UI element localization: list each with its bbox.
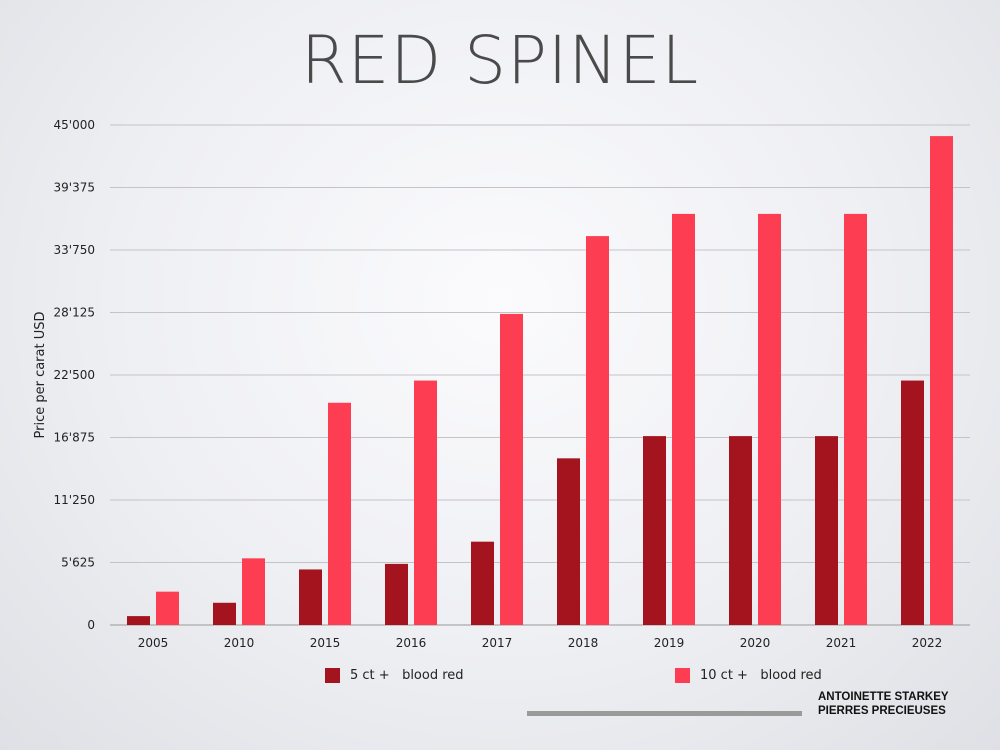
bar-5ct-2021 [815, 436, 838, 625]
y-tick-label: 11'250 [54, 493, 95, 507]
legend-swatch-10ct [675, 668, 690, 683]
y-tick-label: 45'000 [54, 118, 95, 132]
bar-10ct-2010 [242, 558, 265, 625]
x-tick-label: 2015 [310, 636, 341, 650]
bars [127, 136, 953, 625]
legend-label-10ct: 10 ct + blood red [700, 668, 822, 683]
bar-10ct-2020 [758, 213, 781, 625]
bar-5ct-2020 [729, 436, 752, 625]
x-tick-labels: 2005 2010 2015 2016 2017 2018 2019 2020 2021 2022 [138, 636, 943, 650]
y-tick-label: 5'625 [61, 556, 95, 570]
chart-title: RED SPINEL [300, 22, 700, 99]
bar-5ct-2022 [901, 380, 924, 625]
bar-5ct-2017 [471, 541, 494, 625]
bar-10ct-2021 [844, 213, 867, 625]
x-tick-label: 2005 [138, 636, 169, 650]
legend-swatch-5ct [325, 668, 340, 683]
bar-10ct-2016 [414, 380, 437, 625]
bar-5ct-2016 [385, 563, 408, 625]
x-tick-label: 2010 [224, 636, 255, 650]
bar-10ct-2017 [500, 313, 523, 625]
y-tick-label: 28'125 [54, 306, 95, 320]
x-tick-label: 2021 [826, 636, 857, 650]
bar-10ct-2015 [328, 402, 351, 625]
x-tick-label: 2016 [396, 636, 427, 650]
bar-10ct-2019 [672, 213, 695, 625]
bar-5ct-2010 [213, 602, 236, 625]
bar-5ct-2015 [299, 569, 322, 625]
y-tick-labels: 0 5'625 11'250 16'875 22'500 28'125 33'750 39'3… [54, 118, 95, 632]
bar-5ct-2018 [557, 458, 580, 625]
legend-label-5ct: 5 ct + blood red [350, 668, 464, 683]
x-tick-label: 2018 [568, 636, 599, 650]
bar-10ct-2018 [586, 236, 609, 625]
author-credit: ANTOINETTE STARKEY PIERRES PRECIEUSES [818, 690, 949, 718]
x-tick-label: 2020 [740, 636, 771, 650]
y-axis-label: Price per carat USD [33, 311, 48, 438]
y-tick-label: 22'500 [54, 368, 95, 382]
bar-5ct-2019 [643, 436, 666, 625]
x-tick-label: 2019 [654, 636, 685, 650]
y-tick-label: 16'875 [54, 431, 95, 445]
legend-item-5ct: 5 ct + blood red [325, 668, 464, 683]
x-tick-label: 2022 [912, 636, 943, 650]
credit-divider-bar [527, 711, 802, 716]
x-tick-label: 2017 [482, 636, 513, 650]
credit-company: PIERRES PRECIEUSES [818, 705, 946, 717]
bar-10ct-2022 [930, 136, 953, 625]
gridlines [110, 124, 970, 626]
bar-10ct-2005 [156, 591, 179, 625]
y-tick-label: 33'750 [54, 243, 95, 257]
bar-5ct-2005 [127, 616, 150, 625]
credit-name: ANTOINETTE STARKEY [818, 691, 949, 703]
y-tick-label: 0 [87, 618, 95, 632]
legend-item-10ct: 10 ct + blood red [675, 668, 822, 683]
y-tick-label: 39'375 [54, 181, 95, 195]
